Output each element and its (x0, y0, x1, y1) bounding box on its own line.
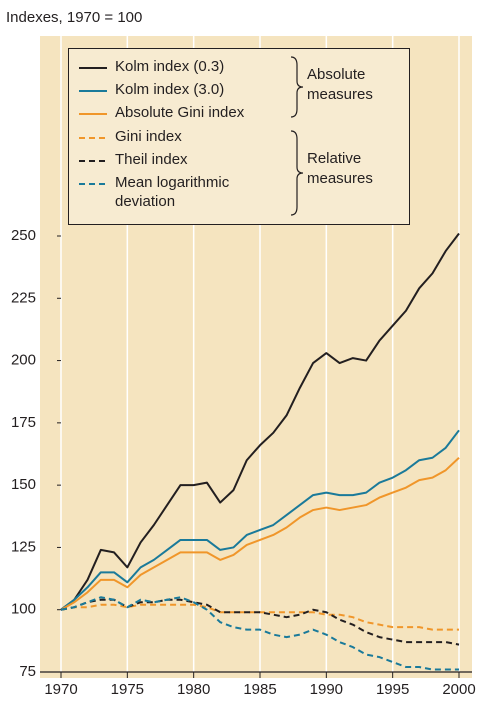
legend-swatch (79, 90, 107, 92)
legend-label: Mean logarithmic deviation (115, 174, 230, 210)
x-tick-label: 1980 (177, 681, 210, 698)
legend-label: Kolm index (3.0) (115, 81, 225, 98)
legend-braces (290, 56, 304, 216)
legend-entry: Gini index (79, 127, 285, 146)
legend-label: Gini index (115, 128, 182, 145)
legend-label: Theil index (115, 151, 188, 168)
y-tick-label: 200 (11, 352, 36, 369)
legend-entry: Mean logarithmic deviation (79, 173, 285, 211)
y-tick-label: 225 (11, 289, 36, 306)
y-tick-label: 175 (11, 414, 36, 431)
legend-entry: Kolm index (0.3) (79, 57, 285, 76)
legend-entry: Theil index (79, 150, 285, 169)
legend-swatch (79, 137, 107, 139)
x-tick-label: 1990 (310, 681, 343, 698)
x-tick-label: 2000 (442, 681, 475, 698)
y-tick-label: 100 (11, 601, 36, 618)
legend-swatch (79, 160, 107, 162)
x-tick-label: 1975 (111, 681, 144, 698)
legend-label: Kolm index (0.3) (115, 58, 225, 75)
legend-swatch (79, 113, 107, 115)
legend-entry: Kolm index (3.0) (79, 80, 285, 99)
x-tick-label: 1995 (376, 681, 409, 698)
legend: Kolm index (0.3) Kolm index (3.0) Absolute… (68, 48, 410, 225)
series-line (60, 596, 459, 671)
y-axis-label: Indexes, 1970 = 100 (6, 9, 142, 26)
legend-label: Absolute Gini index (115, 104, 245, 121)
y-tick-label: 250 (11, 227, 36, 244)
legend-swatch (79, 183, 107, 185)
legend-entry: Absolute Gini index (79, 103, 285, 122)
legend-swatch (79, 67, 107, 69)
series-line (60, 232, 460, 611)
x-tick-label: 1970 (44, 681, 77, 698)
y-tick-label: 125 (11, 538, 36, 555)
series-line (60, 457, 460, 611)
series-line (60, 429, 460, 611)
y-tick-label: 75 (19, 663, 36, 680)
legend-group-label: Relative measures (307, 150, 373, 187)
x-tick-label: 1985 (243, 681, 276, 698)
series-line (60, 598, 460, 646)
y-tick-label: 150 (11, 476, 36, 493)
legend-group-label: Absolute measures (307, 66, 373, 103)
